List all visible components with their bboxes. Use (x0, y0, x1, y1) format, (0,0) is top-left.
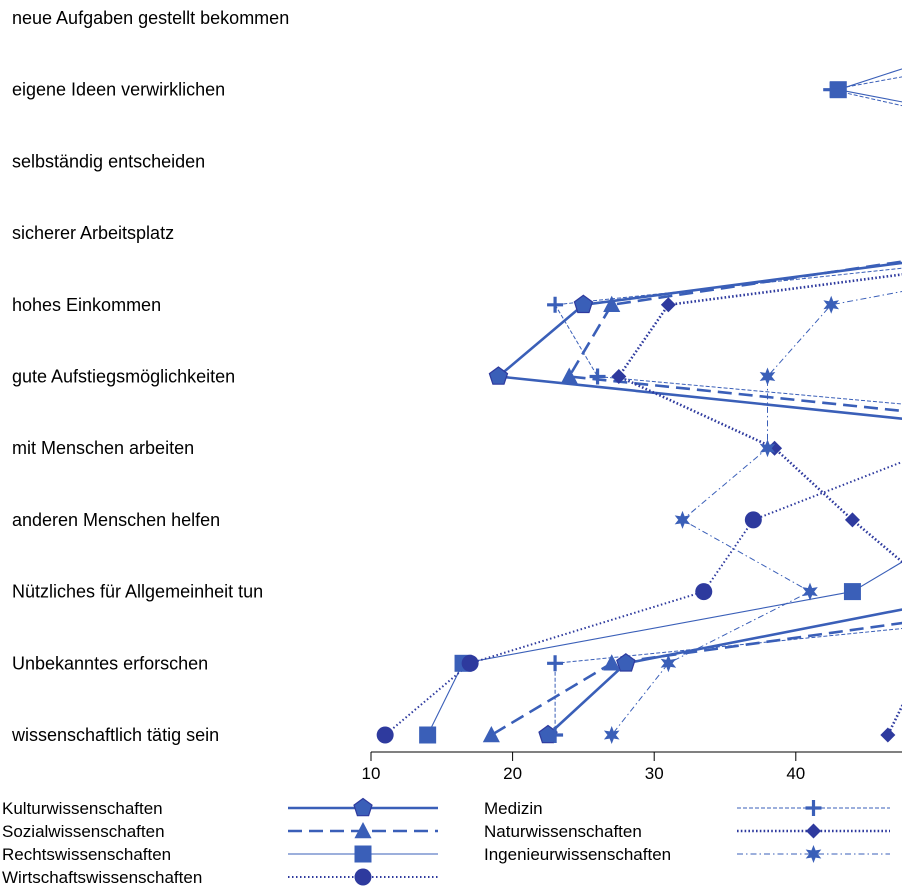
data-point (603, 654, 621, 671)
legend-marker (806, 823, 821, 839)
legend-label: Rechtswissenschaften (2, 845, 171, 864)
data-point (759, 367, 776, 386)
data-point (759, 439, 776, 458)
data-point (880, 727, 896, 743)
data-point (674, 510, 691, 529)
data-point (376, 726, 394, 744)
data-point (616, 653, 636, 672)
x-tick-label: 40 (786, 764, 805, 783)
data-point (419, 726, 437, 744)
legend-marker (353, 797, 373, 817)
legend-label: Naturwissenschaften (484, 822, 642, 841)
x-tick-label: 30 (645, 764, 664, 783)
legend-marker (354, 868, 372, 886)
category-label: sicherer Arbeitsplatz (12, 223, 174, 243)
category-label: Nützliches für Allgemeinheit tun (12, 582, 263, 602)
data-point (603, 295, 621, 312)
x-axis: 1020304050607080 (362, 751, 902, 783)
data-point (844, 512, 860, 528)
data-point (488, 366, 509, 385)
category-label: mit Menschen arbeiten (12, 438, 194, 458)
legend-label: Medizin (484, 799, 543, 818)
category-label: hohes Einkommen (12, 295, 161, 315)
legend-label: Wirtschaftswissenschaften (2, 868, 202, 887)
legend-marker (354, 845, 372, 863)
series-lines (384, 68, 902, 737)
category-label: anderen Menschen helfen (12, 510, 220, 530)
data-point (660, 654, 677, 673)
legend-marker (805, 800, 822, 816)
x-tick-label: 10 (362, 764, 381, 783)
data-point (660, 297, 676, 313)
series-line-0 (497, 261, 902, 736)
data-point (611, 369, 627, 384)
data-point (744, 511, 762, 529)
x-tick-label: 20 (503, 764, 522, 783)
data-point (603, 726, 620, 744)
category-label: neue Aufgaben gestellt bekommen (12, 8, 289, 28)
data-point (573, 294, 594, 314)
category-label: eigene Ideen verwirklichen (12, 80, 225, 100)
data-point (695, 583, 713, 601)
legend-marker (354, 822, 372, 839)
series-line-5 (617, 273, 902, 736)
series-line-4 (554, 76, 902, 735)
data-point (547, 655, 564, 672)
data-point (589, 368, 606, 385)
legend: Kulturwissenschaften Sozialwissenschaften… (2, 797, 890, 887)
data-point (461, 654, 479, 672)
data-point (482, 726, 500, 743)
data-point (823, 81, 840, 98)
series-line-1 (490, 260, 902, 737)
data-point (547, 727, 564, 743)
legend-label: Sozialwissenschaften (2, 822, 165, 841)
category-label: selbständig entscheiden (12, 151, 205, 171)
series-line-3 (384, 460, 902, 736)
category-label: gute Aufstiegsmöglichkeiten (12, 367, 235, 387)
data-point (560, 367, 578, 384)
data-point (843, 583, 861, 601)
data-point (802, 582, 818, 601)
data-point (823, 295, 839, 314)
legend-label: Ingenieurwissenschaften (484, 845, 671, 864)
series-line-2 (427, 68, 902, 736)
category-labels: neue Aufgaben gestellt bekommen eigene Id… (11, 8, 289, 745)
category-label: wissenschaftlich tätig sein (11, 725, 219, 745)
legend-marker (805, 845, 822, 863)
data-point (547, 296, 564, 313)
series-markers (376, 81, 896, 744)
category-label: Unbekanntes erforschen (12, 653, 208, 673)
legend-label: Kulturwissenschaften (2, 799, 163, 818)
